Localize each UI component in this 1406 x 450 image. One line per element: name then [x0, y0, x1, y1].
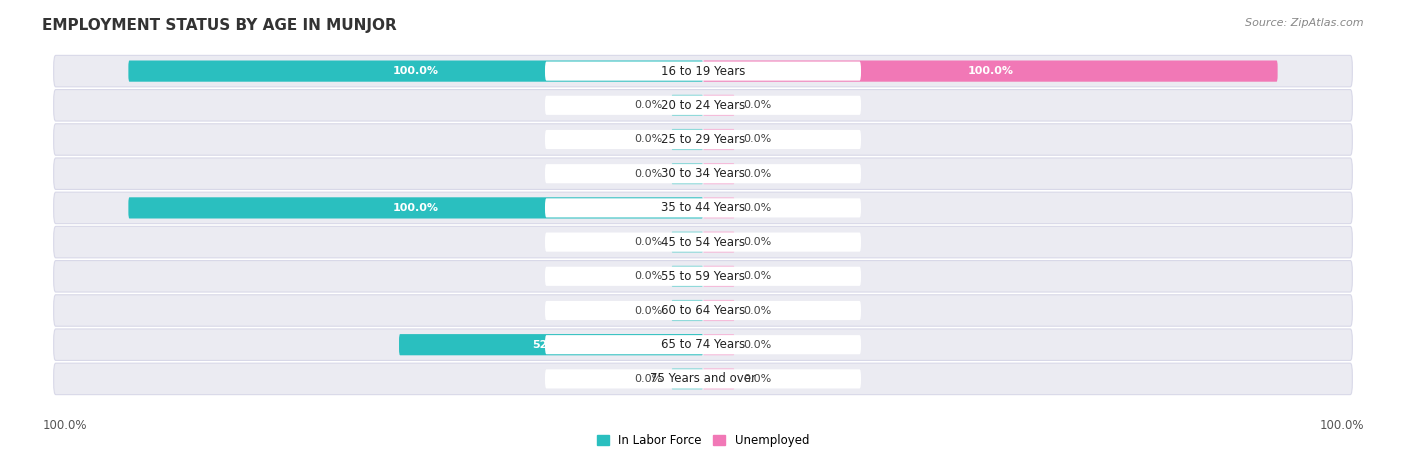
Text: 16 to 19 Years: 16 to 19 Years [661, 65, 745, 77]
Text: 0.0%: 0.0% [744, 306, 772, 315]
FancyBboxPatch shape [546, 335, 860, 354]
FancyBboxPatch shape [546, 62, 860, 81]
FancyBboxPatch shape [128, 60, 703, 82]
FancyBboxPatch shape [672, 231, 703, 253]
FancyBboxPatch shape [53, 124, 1353, 155]
FancyBboxPatch shape [703, 300, 734, 321]
Text: 0.0%: 0.0% [634, 169, 662, 179]
FancyBboxPatch shape [546, 198, 860, 217]
FancyBboxPatch shape [546, 130, 860, 149]
Text: 35 to 44 Years: 35 to 44 Years [661, 202, 745, 214]
Legend: In Labor Force, Unemployed: In Labor Force, Unemployed [592, 429, 814, 450]
FancyBboxPatch shape [546, 369, 860, 388]
FancyBboxPatch shape [546, 164, 860, 183]
Text: 0.0%: 0.0% [744, 374, 772, 384]
Text: Source: ZipAtlas.com: Source: ZipAtlas.com [1246, 18, 1364, 28]
FancyBboxPatch shape [53, 158, 1353, 189]
Text: 0.0%: 0.0% [634, 135, 662, 144]
Text: 20 to 24 Years: 20 to 24 Years [661, 99, 745, 112]
Text: 55 to 59 Years: 55 to 59 Years [661, 270, 745, 283]
Text: 0.0%: 0.0% [744, 169, 772, 179]
FancyBboxPatch shape [672, 129, 703, 150]
FancyBboxPatch shape [53, 90, 1353, 121]
FancyBboxPatch shape [672, 94, 703, 116]
FancyBboxPatch shape [128, 197, 703, 219]
Text: 60 to 64 Years: 60 to 64 Years [661, 304, 745, 317]
FancyBboxPatch shape [703, 60, 1278, 82]
FancyBboxPatch shape [546, 96, 860, 115]
FancyBboxPatch shape [703, 368, 734, 390]
Text: 0.0%: 0.0% [634, 271, 662, 281]
Text: 0.0%: 0.0% [744, 135, 772, 144]
Text: 0.0%: 0.0% [634, 374, 662, 384]
FancyBboxPatch shape [703, 334, 734, 356]
FancyBboxPatch shape [53, 55, 1353, 87]
Text: 0.0%: 0.0% [744, 271, 772, 281]
FancyBboxPatch shape [703, 197, 734, 219]
Text: 100.0%: 100.0% [1319, 419, 1364, 432]
FancyBboxPatch shape [546, 267, 860, 286]
FancyBboxPatch shape [53, 295, 1353, 326]
Text: 100.0%: 100.0% [392, 66, 439, 76]
Text: 25 to 29 Years: 25 to 29 Years [661, 133, 745, 146]
FancyBboxPatch shape [672, 266, 703, 287]
Text: 100.0%: 100.0% [967, 66, 1014, 76]
Text: 30 to 34 Years: 30 to 34 Years [661, 167, 745, 180]
Text: 0.0%: 0.0% [634, 237, 662, 247]
FancyBboxPatch shape [703, 129, 734, 150]
FancyBboxPatch shape [53, 192, 1353, 224]
Text: 0.0%: 0.0% [634, 306, 662, 315]
Text: 52.9%: 52.9% [531, 340, 571, 350]
Text: EMPLOYMENT STATUS BY AGE IN MUNJOR: EMPLOYMENT STATUS BY AGE IN MUNJOR [42, 18, 396, 33]
FancyBboxPatch shape [546, 301, 860, 320]
Text: 45 to 54 Years: 45 to 54 Years [661, 236, 745, 248]
Text: 0.0%: 0.0% [744, 203, 772, 213]
FancyBboxPatch shape [703, 163, 734, 184]
FancyBboxPatch shape [703, 231, 734, 253]
FancyBboxPatch shape [53, 261, 1353, 292]
FancyBboxPatch shape [703, 94, 734, 116]
FancyBboxPatch shape [546, 233, 860, 252]
Text: 100.0%: 100.0% [392, 203, 439, 213]
Text: 0.0%: 0.0% [744, 237, 772, 247]
FancyBboxPatch shape [672, 300, 703, 321]
FancyBboxPatch shape [399, 334, 703, 356]
FancyBboxPatch shape [53, 226, 1353, 258]
FancyBboxPatch shape [672, 163, 703, 184]
FancyBboxPatch shape [53, 363, 1353, 395]
FancyBboxPatch shape [53, 329, 1353, 360]
Text: 75 Years and over: 75 Years and over [650, 373, 756, 385]
FancyBboxPatch shape [672, 368, 703, 390]
Text: 100.0%: 100.0% [42, 419, 87, 432]
Text: 65 to 74 Years: 65 to 74 Years [661, 338, 745, 351]
Text: 0.0%: 0.0% [634, 100, 662, 110]
Text: 0.0%: 0.0% [744, 340, 772, 350]
FancyBboxPatch shape [703, 266, 734, 287]
Text: 0.0%: 0.0% [744, 100, 772, 110]
